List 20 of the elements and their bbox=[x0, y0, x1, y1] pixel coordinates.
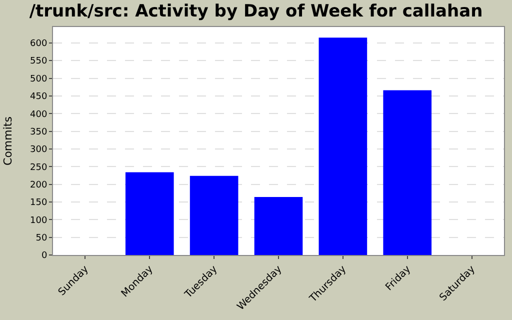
y-tick-label: 450 bbox=[30, 92, 48, 102]
bar bbox=[318, 38, 368, 255]
y-tick-label: 400 bbox=[30, 110, 48, 120]
y-tick-label: 300 bbox=[30, 145, 48, 156]
y-tick-label: 100 bbox=[30, 216, 48, 226]
y-tick-label: 0 bbox=[41, 251, 48, 262]
y-tick-label: 250 bbox=[30, 162, 48, 173]
y-tick-label: 550 bbox=[30, 56, 48, 67]
y-tick-label: 50 bbox=[36, 233, 48, 244]
y-tick-label: 150 bbox=[30, 198, 48, 208]
bar bbox=[254, 197, 303, 255]
y-axis-title: Commits bbox=[2, 116, 15, 166]
y-tick-label: 350 bbox=[30, 127, 48, 138]
chart-title: /trunk/src: Activity by Day of Week for callahan bbox=[29, 2, 483, 22]
bar bbox=[125, 172, 174, 255]
y-tick-label: 500 bbox=[30, 74, 48, 84]
y-tick-label: 200 bbox=[30, 180, 48, 190]
bar bbox=[190, 176, 238, 255]
bar bbox=[383, 90, 432, 255]
y-tick-label: 600 bbox=[30, 39, 48, 50]
